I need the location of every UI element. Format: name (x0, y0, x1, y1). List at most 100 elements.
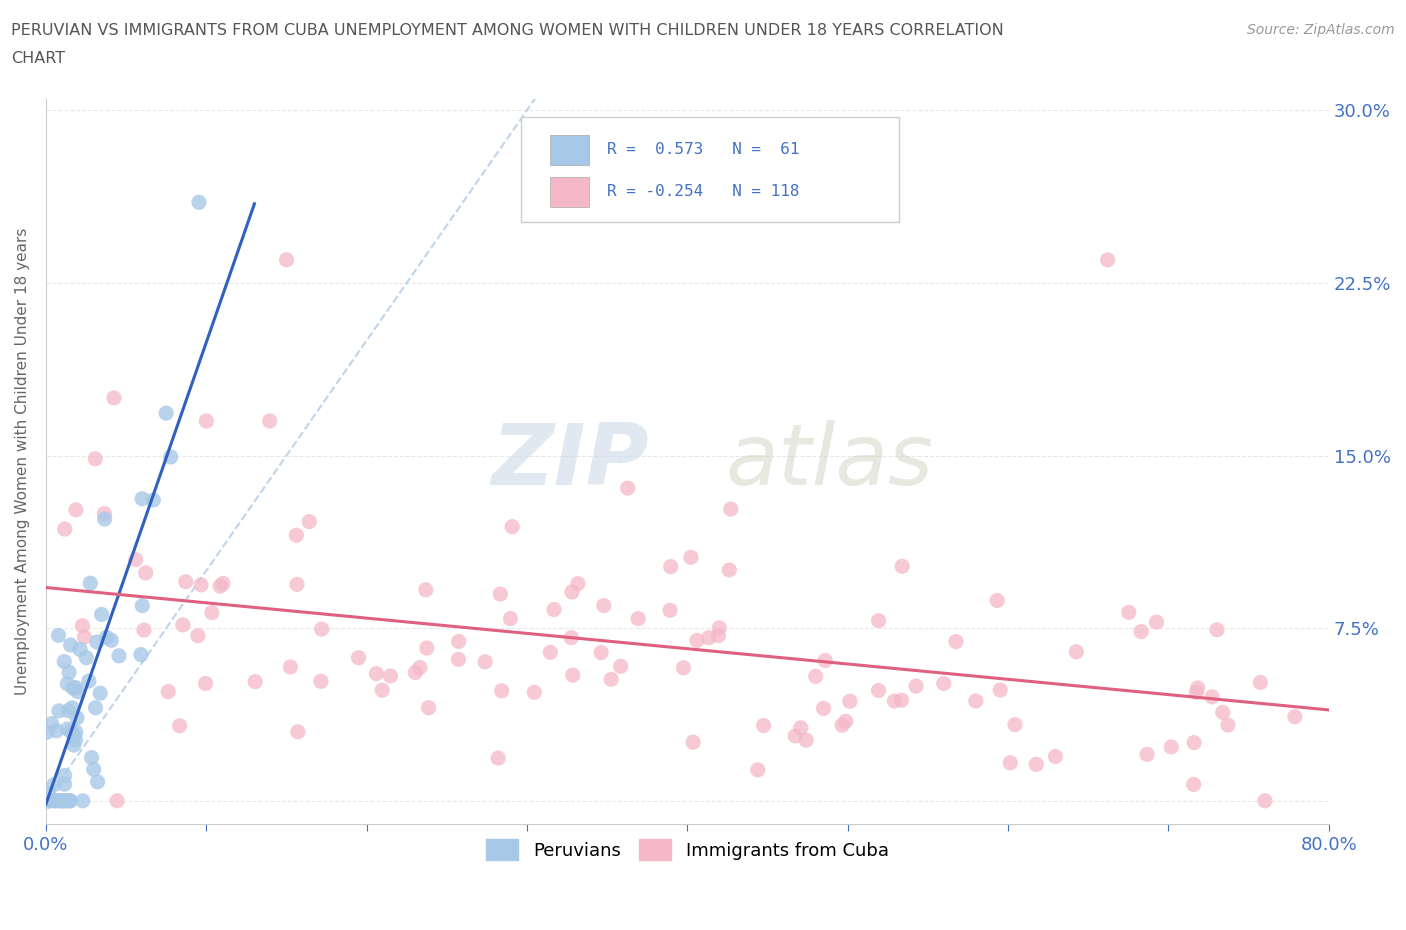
Point (309, 674, 332, 689)
Point (567, 577, 589, 591)
Point (1206, 622, 1229, 637)
Point (347, 650, 370, 665)
Point (79, 576, 101, 591)
Point (135, 565, 157, 580)
Point (105, 793, 128, 808)
Point (1249, 675, 1271, 690)
Point (804, 669, 827, 684)
Point (35, 793, 58, 808)
Point (38, 793, 60, 808)
Point (416, 641, 439, 656)
Point (190, 578, 212, 592)
Point (932, 676, 955, 691)
Point (1066, 644, 1088, 659)
Point (83, 762, 105, 777)
Point (790, 721, 813, 736)
Point (890, 693, 912, 708)
Point (243, 674, 266, 689)
Point (89, 685, 111, 700)
Point (108, 648, 131, 663)
Point (90, 607, 112, 622)
Point (188, 195, 211, 210)
Point (415, 582, 437, 597)
Point (131, 491, 153, 506)
Point (35, 724, 58, 739)
Point (499, 611, 522, 626)
Point (486, 751, 509, 765)
Point (988, 683, 1011, 698)
Point (1045, 749, 1067, 764)
Text: R = -0.254   N = 118: R = -0.254 N = 118 (606, 184, 799, 199)
Point (65, 724, 87, 739)
Point (84, 451, 107, 466)
Point (65, 502, 87, 517)
Point (543, 602, 565, 617)
FancyBboxPatch shape (520, 117, 898, 222)
Point (53, 768, 76, 783)
Point (53, 654, 76, 669)
Point (418, 700, 440, 715)
Point (523, 684, 546, 699)
Point (489, 587, 512, 602)
Point (142, 493, 165, 508)
Point (276, 252, 298, 267)
Point (59, 638, 82, 653)
Point (60, 724, 83, 738)
Point (72, 793, 94, 808)
Point (707, 628, 730, 643)
Point (813, 701, 835, 716)
Point (72, 618, 94, 633)
Y-axis label: Unemployment Among Women with Children Under 18 years: Unemployment Among Women with Children U… (15, 228, 30, 695)
Point (125, 552, 148, 567)
Point (1185, 685, 1208, 700)
Point (1254, 793, 1277, 808)
Point (194, 676, 217, 691)
Point (157, 684, 180, 699)
Point (195, 414, 218, 429)
Point (62, 728, 84, 743)
Point (93, 512, 115, 526)
Point (1201, 689, 1223, 704)
Point (591, 645, 613, 660)
Point (709, 620, 731, 635)
Point (45, 793, 67, 808)
Point (560, 631, 582, 645)
Point (132, 623, 155, 638)
Point (48, 628, 70, 643)
Point (752, 718, 775, 733)
Point (129, 647, 152, 662)
Point (616, 481, 638, 496)
Point (44, 793, 66, 808)
Point (77, 673, 100, 688)
Point (794, 733, 817, 748)
Point (1004, 717, 1026, 732)
Point (59, 793, 82, 808)
Point (58, 665, 80, 680)
Point (686, 633, 709, 648)
Point (592, 598, 614, 613)
Point (1025, 757, 1047, 772)
Point (285, 577, 308, 591)
Point (52, 793, 75, 808)
Point (86, 775, 108, 790)
Point (56, 676, 79, 691)
Point (96, 630, 118, 644)
Point (280, 659, 302, 674)
Point (718, 563, 741, 578)
Text: atlas: atlas (725, 419, 934, 503)
Point (53, 522, 76, 537)
Point (75, 650, 97, 665)
Point (259, 414, 281, 429)
Point (159, 449, 181, 464)
Point (155, 405, 177, 420)
Point (561, 585, 583, 600)
Point (659, 603, 682, 618)
Point (945, 634, 967, 649)
Point (42, 777, 65, 792)
Point (93, 506, 115, 521)
Point (835, 714, 858, 729)
Point (1212, 705, 1234, 720)
Point (868, 613, 890, 628)
Point (366, 666, 388, 681)
Point (38, 793, 60, 808)
